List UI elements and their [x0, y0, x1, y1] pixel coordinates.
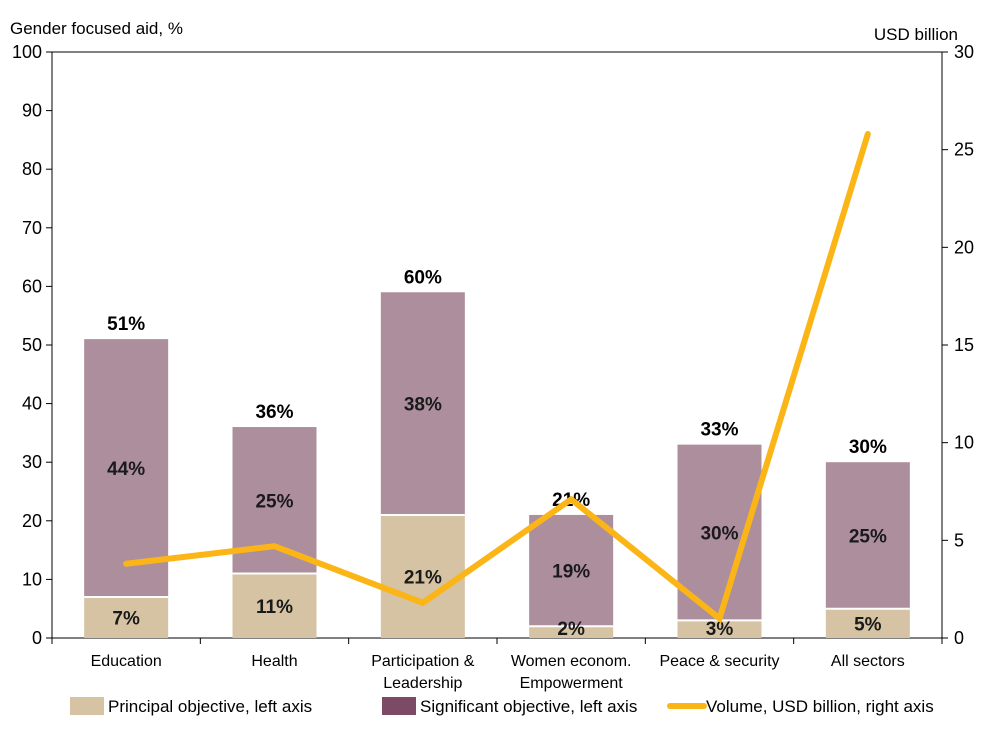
right-axis-tick-label: 0 [954, 628, 964, 648]
left-axis-tick-label: 70 [22, 218, 42, 238]
left-axis-tick-label: 10 [22, 569, 42, 589]
category-labels: Education Health Participation & Leadership… [52, 638, 942, 692]
category-label: Education [91, 653, 162, 670]
bars-group: 7%44%51%11%25%36%21%38%60%2%19%21%3%30%3… [84, 267, 910, 640]
bar-total-label: 36% [255, 402, 293, 423]
right-axis-tick-label: 30 [954, 42, 974, 62]
right-axis-tick-label: 5 [954, 530, 964, 550]
left-axis-tick-label: 90 [22, 101, 42, 121]
category-label: All sectors [831, 653, 905, 670]
left-axis-tick-label: 0 [32, 628, 42, 648]
left-axis-tick-label: 40 [22, 394, 42, 414]
principal-objective-label: 11% [256, 597, 293, 618]
category-label: Peace & security [659, 653, 779, 670]
legend-principal-label: Principal objective, left axis [108, 697, 312, 716]
bar-total-label: 33% [700, 420, 738, 441]
bar-total-label: 60% [404, 267, 442, 288]
left-axis-tick-label: 50 [22, 335, 42, 355]
left-axis-title: Gender focused aid, % [10, 19, 183, 38]
left-axis-tick-label: 100 [12, 42, 42, 62]
principal-objective-label: 2% [557, 619, 585, 640]
right-axis-tick-label: 25 [954, 140, 974, 160]
principal-objective-label: 7% [112, 608, 140, 629]
bar-total-label: 30% [849, 437, 887, 458]
category-label: Empowerment [520, 675, 624, 692]
category-label: Health [251, 653, 297, 670]
right-axis-tick-label: 15 [954, 335, 974, 355]
right-axis-title: USD billion [874, 25, 958, 44]
category-label: Leadership [383, 675, 462, 692]
left-axis-tick-label: 30 [22, 452, 42, 472]
right-axis-tick-label: 20 [954, 237, 974, 257]
significant-objective-label: 25% [255, 491, 293, 512]
legend-significant-label: Significant objective, left axis [420, 697, 637, 716]
principal-objective-label: 5% [854, 615, 882, 636]
legend-volume-label: Volume, USD billion, right axis [706, 697, 934, 716]
legend-principal-swatch [70, 697, 104, 715]
significant-objective-label: 25% [849, 526, 887, 547]
left-axis-tick-label: 60 [22, 276, 42, 296]
significant-objective-label: 30% [700, 524, 738, 545]
left-axis-tick-label: 80 [22, 159, 42, 179]
right-axis-tick-label: 10 [954, 433, 974, 453]
legend: Principal objective, left axis Significan… [70, 697, 934, 716]
category-label: Women econom. [511, 653, 632, 670]
principal-objective-label: 21% [404, 567, 442, 588]
bar-total-label: 51% [107, 314, 145, 335]
left-axis-tick-label: 20 [22, 511, 42, 531]
significant-objective-label: 19% [552, 562, 590, 583]
legend-significant-swatch [382, 697, 416, 715]
significant-objective-label: 44% [107, 459, 145, 480]
category-label: Participation & [371, 653, 474, 670]
significant-objective-label: 38% [404, 395, 442, 416]
